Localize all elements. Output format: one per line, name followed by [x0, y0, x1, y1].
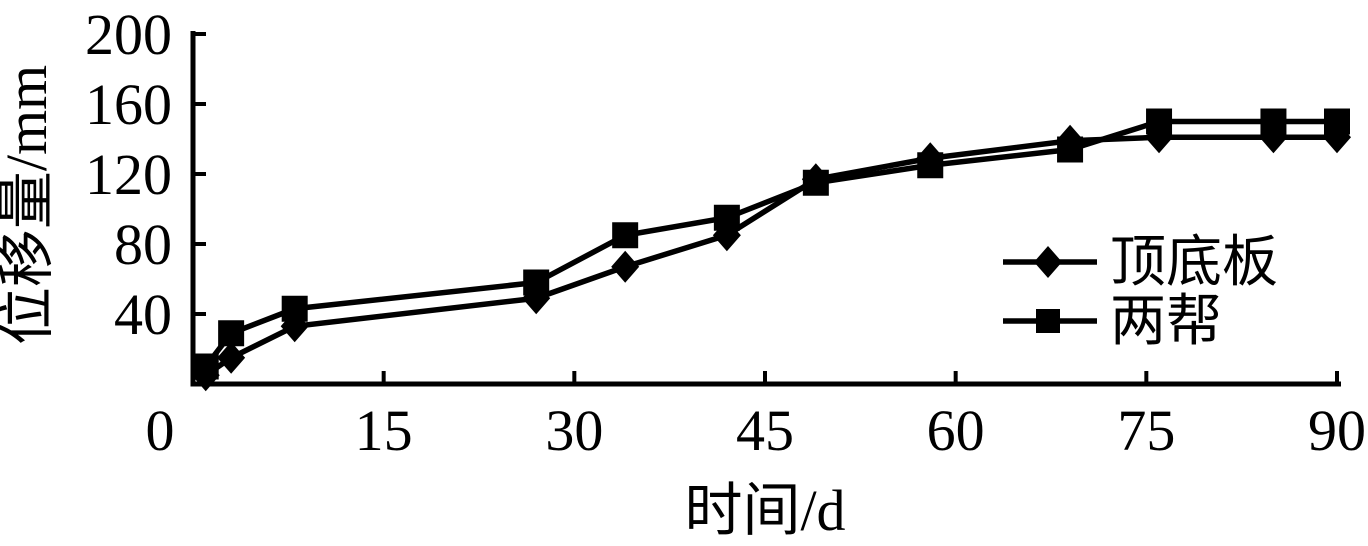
- x-tick-label: 75: [1117, 398, 1175, 463]
- y-tick-label: 40: [114, 282, 172, 347]
- diamond-marker: [611, 250, 640, 283]
- square-marker: [1057, 136, 1084, 163]
- square-marker: [218, 320, 245, 347]
- axes: [190, 31, 1341, 387]
- x-tick-label: 45: [736, 398, 794, 463]
- legend-square-icon: [1036, 309, 1060, 333]
- y-axis-title: 位移量/mm: [0, 65, 59, 345]
- diamond-marker: [217, 341, 246, 374]
- square-marker: [192, 353, 219, 380]
- x-tick-label: 15: [355, 398, 413, 463]
- square-marker: [917, 152, 944, 179]
- legend-diamond-icon: [1034, 246, 1062, 278]
- square-marker: [802, 169, 829, 196]
- y-tick-label: 120: [85, 142, 172, 207]
- x-tick-label: 0: [146, 398, 175, 463]
- square-marker: [281, 295, 308, 322]
- square-marker: [612, 222, 639, 249]
- square-marker: [1324, 108, 1350, 135]
- y-tick-label: 80: [114, 212, 172, 277]
- square-marker: [713, 204, 740, 231]
- square-marker: [523, 269, 550, 296]
- square-marker: [1146, 108, 1173, 135]
- x-tick-label: 30: [545, 398, 603, 463]
- x-tick-label: 60: [927, 398, 985, 463]
- square-marker: [1260, 108, 1287, 135]
- y-tick-label: 160: [85, 72, 172, 137]
- y-tick-label: 200: [85, 2, 172, 67]
- x-tick-label: 90: [1308, 398, 1366, 463]
- series-roof-floor-line: [204, 134, 1337, 378]
- x-axis-title: 时间/d: [684, 478, 845, 543]
- legend-label: 顶底板: [1110, 232, 1278, 294]
- legend-label: 两帮: [1110, 291, 1222, 353]
